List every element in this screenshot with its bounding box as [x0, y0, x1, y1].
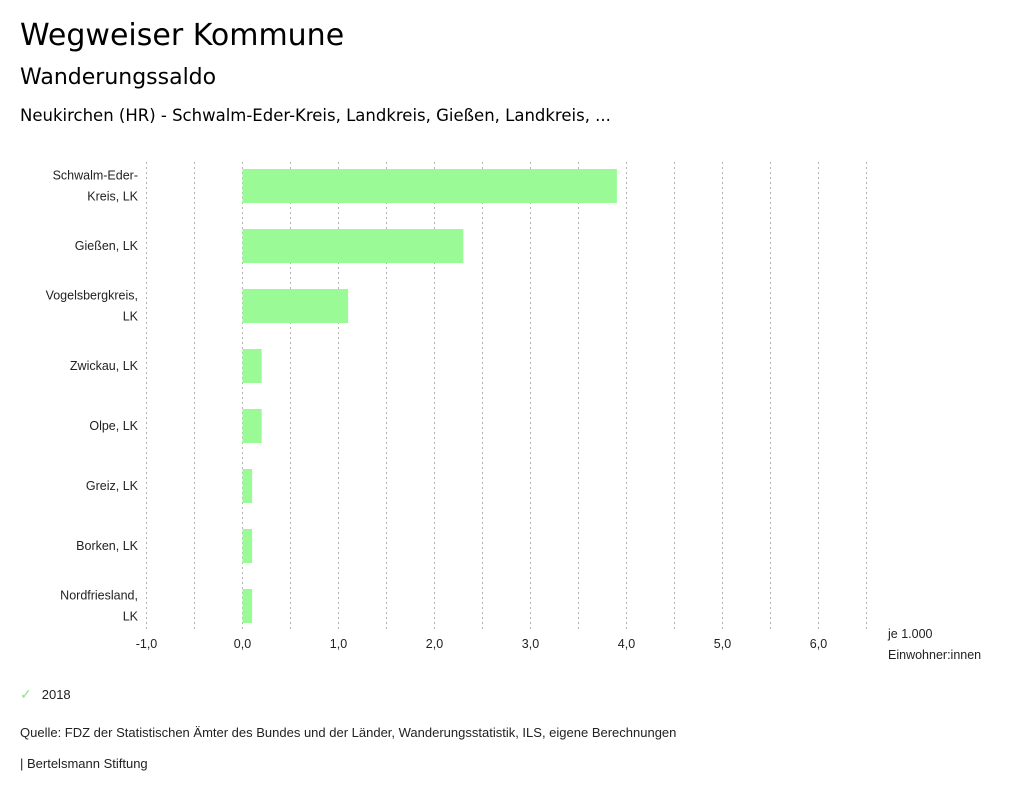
category-label: Kreis, LK [87, 190, 138, 204]
check-icon: ✓ [20, 686, 32, 702]
category-label: Gießen, LK [75, 239, 139, 253]
bar[interactable] [242, 169, 617, 203]
chart-title: Wanderungssaldo [20, 65, 217, 90]
category-label: Vogelsbergkreis, [46, 289, 138, 303]
category-label: Schwalm-Eder- [53, 169, 138, 183]
x-tick-label: 3,0 [522, 637, 539, 651]
category-label: LK [123, 310, 139, 324]
bar[interactable] [242, 469, 253, 503]
category-label: LK [123, 610, 139, 624]
legend-label: 2018 [41, 687, 71, 702]
source-note: Quelle: FDZ der Statistischen Ämter des … [20, 725, 677, 740]
category-label: Borken, LK [76, 539, 139, 553]
x-tick-label: 1,0 [330, 637, 347, 651]
x-axis-unit-line1: je 1.000 [887, 627, 933, 641]
x-tick-label: 0,0 [234, 637, 251, 651]
gridlines [146, 162, 867, 632]
app-title: Wegweiser Kommune [20, 18, 345, 53]
x-tick-label: 6,0 [810, 637, 827, 651]
x-tick-label: 4,0 [618, 637, 635, 651]
region-subtitle: Neukirchen (HR) - Schwalm-Eder-Kreis, La… [20, 106, 611, 125]
x-axis-ticks: -1,0 0,0 1,0 2,0 3,0 4,0 5,0 6,0 [136, 637, 828, 651]
bar[interactable] [242, 409, 262, 443]
brand-credit: | Bertelsmann Stiftung [20, 756, 148, 771]
x-tick-label: -1,0 [136, 637, 158, 651]
bar[interactable] [242, 289, 349, 323]
category-label: Zwickau, LK [70, 359, 139, 373]
category-label: Greiz, LK [86, 479, 139, 493]
bar[interactable] [242, 229, 464, 263]
x-tick-label: 5,0 [714, 637, 731, 651]
legend-item-2018[interactable]: ✓ 2018 [20, 686, 71, 703]
bar[interactable] [242, 349, 262, 383]
category-label: Olpe, LK [89, 419, 138, 433]
x-tick-label: 2,0 [426, 637, 443, 651]
bar[interactable] [242, 529, 253, 563]
bar-chart: Schwalm-Eder- Kreis, LK Gießen, LK Vogelsbe… [46, 162, 981, 662]
bar[interactable] [242, 589, 253, 623]
category-labels: Schwalm-Eder- Kreis, LK Gießen, LK Vogelsbe… [46, 169, 139, 624]
bars [242, 169, 617, 623]
x-axis-unit-line2: Einwohner:innen [888, 648, 981, 662]
category-label: Nordfriesland, [60, 589, 138, 603]
